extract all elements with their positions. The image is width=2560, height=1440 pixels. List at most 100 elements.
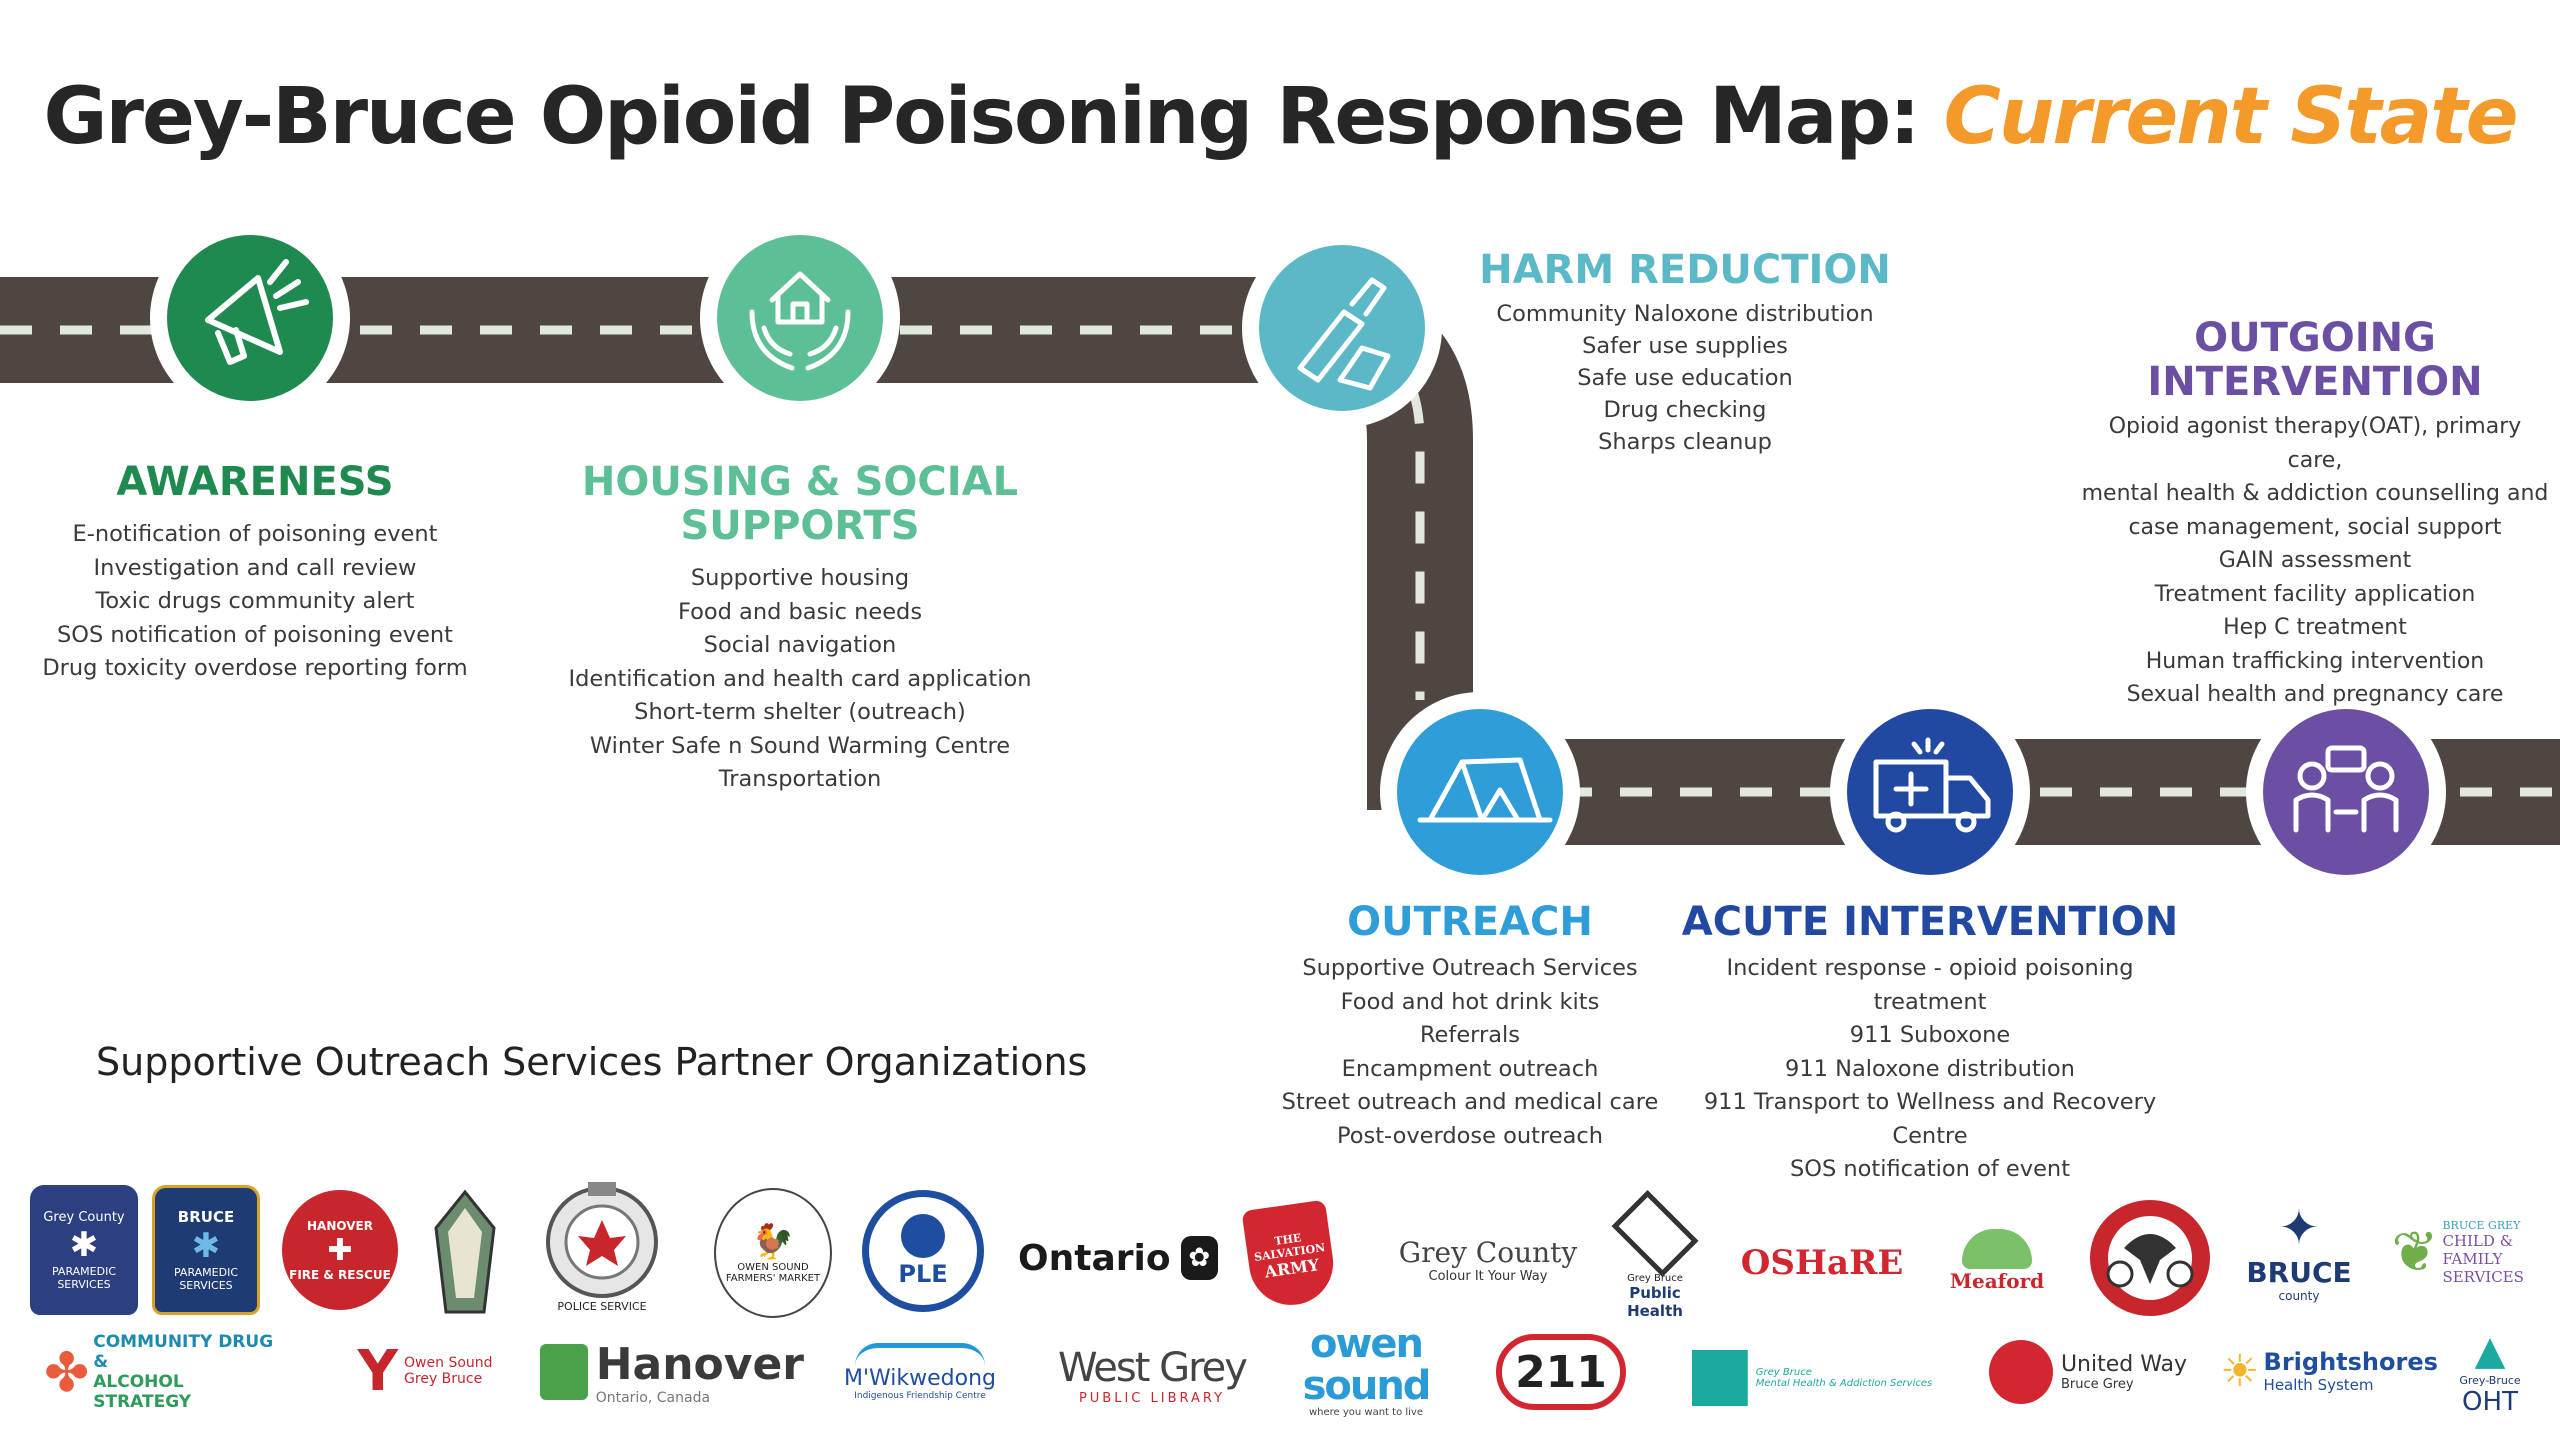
- triangle-icon: ▲: [2474, 1327, 2506, 1374]
- outgoing-circle: [2246, 692, 2446, 892]
- logo-text: OSHaRE: [1740, 1243, 1904, 1283]
- outgoing-title-line2: INTERVENTION: [2147, 359, 2483, 405]
- list-item: Transportation: [718, 766, 882, 792]
- harm-reduction-section: HARM REDUCTION Community Naloxone distri…: [1460, 248, 1910, 458]
- logo-public-health: Grey Bruce Public Health: [1600, 1190, 1710, 1320]
- partners-heading: Supportive Outreach Services Partner Org…: [96, 1040, 1088, 1084]
- list-item: Sharps cleanup: [1598, 429, 1772, 455]
- logo-meaford: Meaford: [1938, 1220, 2056, 1302]
- logo-text: Grey Bruce: [404, 1371, 483, 1387]
- list-item: Safe use education: [1577, 365, 1793, 391]
- logo-text: Hanover: [595, 1338, 804, 1390]
- list-item: Supportive Outreach Services: [1302, 955, 1638, 981]
- logo-text: Indigenous Friendship Centre: [854, 1391, 986, 1401]
- list-item: Sexual health and pregnancy care: [2126, 682, 2504, 707]
- awareness-circle: [150, 218, 350, 418]
- house-hands-icon: [749, 271, 851, 371]
- eagle-icon: [2106, 1216, 2194, 1300]
- landscape-icon: [1962, 1229, 2032, 1269]
- list-item: mental health & addiction counselling an…: [2081, 481, 2549, 506]
- list-item: Winter Safe n Sound Warming Centre: [589, 732, 1011, 759]
- logo-text: Grey County: [43, 1209, 125, 1225]
- leaf-icon: [540, 1344, 588, 1400]
- list-item: Street outreach and medical care: [1281, 1089, 1659, 1115]
- maple-leaf-icon: ✚: [327, 1232, 353, 1268]
- housing-circle: [700, 218, 900, 418]
- awareness-title: AWARENESS: [116, 459, 394, 505]
- logo-text: Grey Bruce: [1627, 1273, 1683, 1284]
- logo-text: CHILD & FAMILY SERVICES: [2442, 1231, 2524, 1286]
- logo-text: M'Wikwedong: [843, 1366, 996, 1391]
- figure-icon: [901, 1214, 945, 1258]
- logo-text: Owen Sound: [404, 1355, 493, 1371]
- outgoing-section: OUTGOING INTERVENTION Opioid agonist the…: [2080, 316, 2550, 712]
- logo-text: ALCOHOL STRATEGY: [93, 1372, 192, 1412]
- outgoing-list: Opioid agonist therapy(OAT), primary car…: [2080, 410, 2550, 712]
- logo-oshare: OSHaRE: [1741, 1236, 1904, 1290]
- tent-icon: [1417, 757, 1553, 823]
- counselling-icon: [2293, 745, 2399, 833]
- logo-indigenous: [2090, 1200, 2210, 1316]
- list-item: Social navigation: [703, 632, 897, 658]
- list-item: SOS notification of event: [1789, 1156, 2071, 1182]
- logo-hanover-fire: HANOVER ✚ FIRE & RESCUE: [282, 1190, 398, 1310]
- list-item: Investigation and call review: [93, 554, 417, 581]
- logo-text: Colour It Your Way: [1428, 1269, 1548, 1284]
- housing-list: Supportive housing Food and basic needs …: [560, 562, 1040, 797]
- page-title: Grey-Bruce Opioid Poisoning Response Map…: [0, 72, 2560, 162]
- logo-211: 211: [1496, 1334, 1626, 1410]
- crest-icon: [434, 1189, 496, 1314]
- logo-text: Brightshores: [2263, 1348, 2438, 1376]
- list-item: Referrals: [1419, 1022, 1521, 1048]
- logo-text: BRUCE: [177, 1208, 235, 1226]
- compass-star-icon: ✦: [2278, 1199, 2320, 1256]
- outgoing-title: OUTGOING INTERVENTION: [2080, 316, 2550, 404]
- united-way-icon: [1988, 1340, 2053, 1404]
- list-item: Opioid agonist therapy(OAT), primary car…: [2108, 414, 2522, 473]
- list-item: Post-overdose outreach: [1336, 1122, 1604, 1149]
- logo-text: Meaford: [1949, 1269, 2045, 1293]
- list-item: Drug toxicity overdose reporting form: [42, 655, 468, 681]
- list-item: Safer use supplies: [1582, 333, 1788, 359]
- list-item: Toxic drugs community alert: [95, 588, 415, 614]
- logo-text: OHT: [2462, 1386, 2518, 1417]
- logo-text: where you want to live: [1308, 1406, 1424, 1418]
- logo-text: owen sound: [1302, 1320, 1432, 1409]
- outreach-circle: [1380, 692, 1580, 892]
- outreach-section: OUTREACH Supportive Outreach Services Fo…: [1270, 900, 1670, 1153]
- logo-brightshores: ☀ Brightshores Health System: [2220, 1326, 2438, 1416]
- logo-united-way: United Way Bruce Grey: [1986, 1334, 2190, 1410]
- logo-text: Ontario: [1018, 1237, 1171, 1279]
- star-of-life-icon: ✱: [191, 1226, 221, 1266]
- outreach-list: Supportive Outreach Services Food and ho…: [1270, 952, 1670, 1153]
- naloxone-icon: [1297, 277, 1391, 391]
- logo-text: HANOVER: [307, 1218, 373, 1233]
- logo-text: PLE: [898, 1260, 948, 1288]
- harm-reduction-title: HARM REDUCTION: [1479, 247, 1891, 293]
- logo-west-grey-library: West Grey PUBLIC LIBRARY: [1052, 1340, 1252, 1410]
- logo-text: Grey County: [1398, 1236, 1578, 1269]
- logo-text: Health System: [2263, 1376, 2374, 1394]
- logo-farmers-market: 🐓 OWEN SOUND FARMERS' MARKET: [714, 1188, 832, 1318]
- list-item: Encampment outreach: [1341, 1055, 1599, 1082]
- acute-title: ACUTE INTERVENTION: [1681, 899, 2179, 945]
- harm-reduction-list: Community Naloxone distribution Safer us…: [1460, 298, 1910, 458]
- housing-section: HOUSING & SOCIAL SUPPORTS Supportive hou…: [560, 460, 1040, 797]
- logo-drug-alcohol-strategy: ✤ COMMUNITY DRUG & ALCOHOL STRATEGY: [44, 1332, 284, 1412]
- list-item: case management, social support: [2128, 514, 2502, 540]
- star-of-life-icon: ✱: [69, 1224, 99, 1265]
- housing-title-line2: SUPPORTS: [680, 503, 920, 549]
- logo-text: PARAMEDIC SERVICES: [173, 1266, 238, 1292]
- logo-text: BRUCE GREY: [2442, 1218, 2521, 1232]
- logo-grey-bruce-oht: ▲ Grey-Bruce OHT: [2450, 1322, 2530, 1422]
- logo-police: POLICE SERVICE: [540, 1172, 664, 1320]
- awareness-list: E-notification of poisoning event Invest…: [20, 518, 490, 686]
- logo-ple: PLE: [862, 1190, 984, 1312]
- acute-circle: [1830, 692, 2030, 892]
- title-main: Grey-Bruce Opioid Poisoning Response Map…: [43, 72, 1921, 162]
- list-item: Treatment facility application: [2154, 581, 2476, 607]
- list-item: SOS notification of poisoning event: [56, 621, 454, 648]
- title-highlight: Current State: [1943, 72, 2519, 162]
- logo-owen-sound: owen sound where you want to live: [1276, 1320, 1456, 1418]
